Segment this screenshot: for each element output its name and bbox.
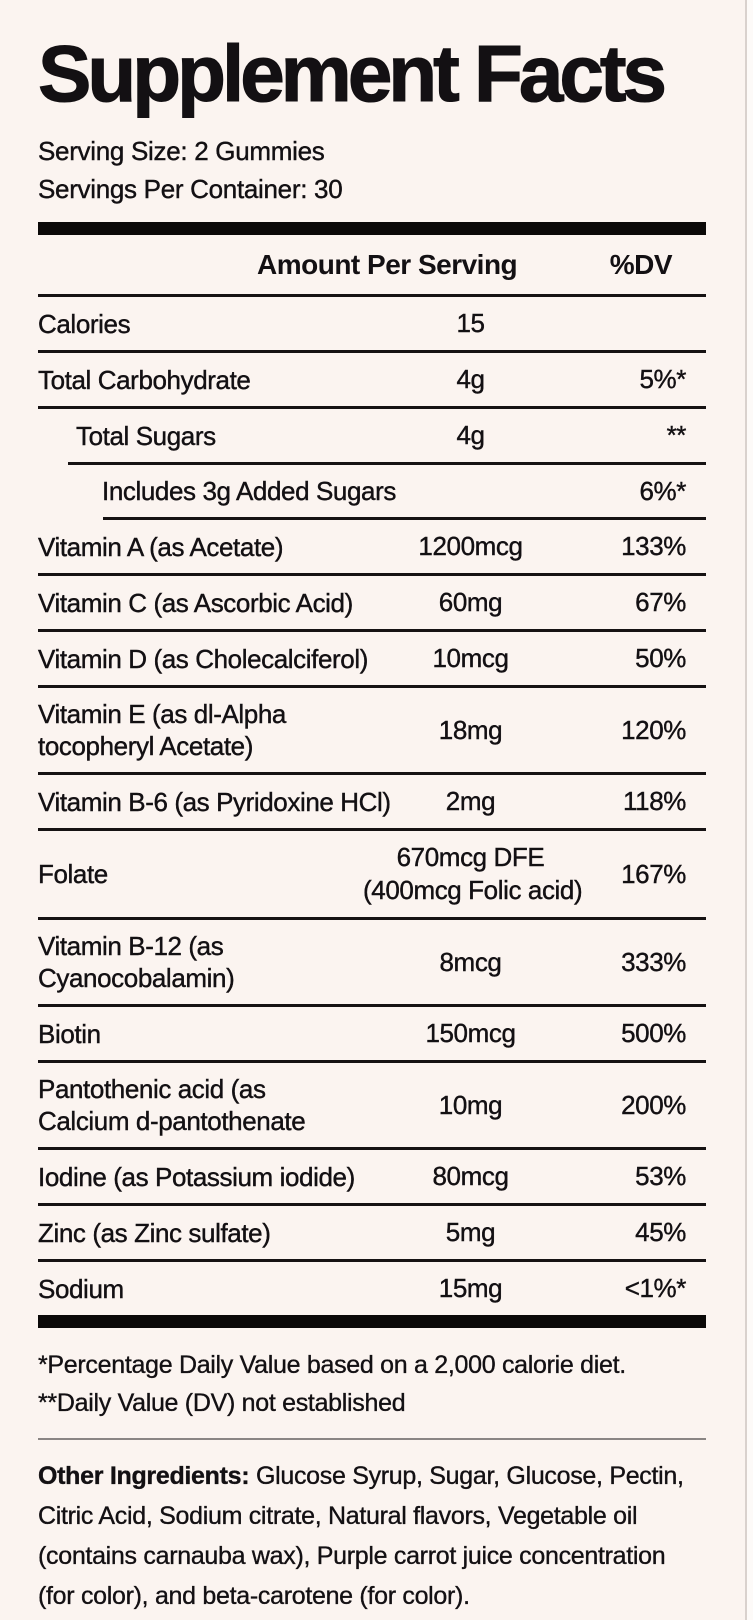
table-row: Folate 670mcg DFE (400mcg Folic acid) 16… (38, 831, 706, 917)
row-separator (38, 629, 706, 632)
dv-header: %DV (609, 248, 673, 280)
label-title: Supplement Facts (37, 28, 667, 118)
row-separator (68, 462, 706, 465)
nutrient-name: Vitamin B-6 (as Pyridoxine HCl) (38, 786, 391, 817)
table-row: Pantothenic acid (as Calcium d-pantothen… (38, 1063, 706, 1147)
table-row: Vitamin D (as Cholecalciferol) 10mcg 50% (38, 632, 706, 685)
table-row: Vitamin B-6 (as Pyridoxine HCl) 2mg 118% (38, 775, 706, 828)
nutrient-amount: 10mcg (432, 643, 509, 673)
nutrient-amount: 4g (456, 420, 485, 450)
nutrient-name: Includes 3g Added Sugars (102, 476, 397, 506)
row-separator (38, 917, 706, 920)
row-separator (103, 517, 706, 520)
nutrient-name: Folate (38, 859, 109, 889)
nutrient-amount: 150mcg (425, 1018, 516, 1048)
nutrient-dv: 500% (621, 1018, 687, 1048)
nutrient-amount: 18mg (438, 714, 503, 745)
row-separator (38, 685, 706, 688)
nutrient-dv: 50% (635, 643, 687, 673)
nutrient-amount: 670mcg DFE (400mcg Folic acid) (363, 842, 583, 905)
row-separator (38, 772, 706, 775)
nutrient-dv: <1%* (624, 1273, 687, 1303)
nutrient-dv: 45% (635, 1217, 687, 1247)
ingredients-divider (38, 1438, 706, 1440)
nutrient-name: Iodine (as Potassium iodide) (38, 1161, 356, 1192)
nutrient-amount: 8mcg (439, 946, 502, 977)
table-row: Total Sugars 4g ** (38, 409, 706, 462)
nutrient-name: Vitamin D (as Cholecalciferol) (38, 643, 369, 674)
nutrient-name: Calories (38, 308, 131, 339)
other-ingredients-label: Other Ingredients: (38, 1462, 250, 1490)
nutrient-name: Pantothenic acid (as Calcium d-pantothen… (38, 1074, 306, 1136)
row-separator (38, 350, 706, 353)
table-row: Vitamin B-12 (as Cyanocobalamin) 8mcg 33… (38, 920, 706, 1004)
row-separator (38, 406, 706, 409)
table-row: Iodine (as Potassium iodide) 80mcg 53% (38, 1150, 706, 1203)
nutrient-dv: 120% (621, 714, 687, 745)
amount-per-serving-header: Amount Per Serving (257, 248, 518, 280)
nutrient-name: Vitamin E (as dl-Alpha tocopheryl Acetat… (38, 699, 287, 761)
table-row: Includes 3g Added Sugars 6%* (38, 465, 706, 517)
serving-info: Serving Size: 2 Gummies Servings Per Con… (38, 132, 706, 208)
table-row: Sodium 15mg <1%* (38, 1262, 706, 1315)
serving-size: Serving Size: 2 Gummies (38, 136, 325, 166)
footnote-dv-not-established: **Daily Value (DV) not established (38, 1389, 406, 1417)
footnote-daily-value: *Percentage Daily Value based on a 2,000… (38, 1351, 627, 1379)
table-row: Zinc (as Zinc sulfate) 5mg 45% (38, 1206, 706, 1259)
nutrient-amount: 2mg (445, 786, 496, 816)
nutrient-name: Zinc (as Zinc sulfate) (38, 1217, 271, 1248)
nutrient-amount: 10mg (438, 1089, 503, 1120)
nutrient-name: Vitamin C (as Ascorbic Acid) (38, 587, 354, 618)
table-row: Calories 15 (38, 297, 706, 350)
nutrient-amount: 80mcg (432, 1161, 509, 1191)
nutrient-dv: 333% (621, 946, 687, 977)
row-separator (38, 1004, 706, 1007)
nutrient-amount: 4g (456, 364, 485, 394)
nutrient-dv: ** (666, 420, 686, 450)
row-separator (38, 828, 706, 831)
nutrient-amount: 15mg (438, 1273, 503, 1303)
nutrient-amount: 60mg (438, 587, 503, 617)
nutrient-amount: 15 (456, 308, 485, 338)
nutrient-dv: 67% (635, 587, 687, 617)
nutrient-name: Vitamin A (as Acetate) (38, 531, 284, 562)
table-header-row: Amount Per Serving %DV (38, 235, 706, 297)
nutrient-dv: 118% (623, 786, 687, 816)
nutrient-dv: 167% (621, 858, 687, 889)
table-row: Vitamin C (as Ascorbic Acid) 60mg 67% (38, 576, 706, 629)
table-row: Vitamin A (as Acetate) 1200mcg 133% (38, 520, 706, 573)
nutrient-name: Sodium (38, 1273, 125, 1304)
row-separator (38, 1259, 706, 1262)
other-ingredients: Other Ingredients: Glucose Syrup, Sugar,… (38, 1456, 706, 1616)
nutrient-dv: 5%* (639, 364, 686, 394)
nutrient-dv: 133% (621, 531, 687, 561)
top-thick-bar (38, 222, 706, 235)
row-separator (38, 1203, 706, 1206)
nutrient-name: Vitamin B-12 (as Cyanocobalamin) (38, 931, 235, 993)
nutrient-name: Total Sugars (76, 420, 217, 451)
nutrient-table: Calories 15 Total Carbohydrate 4g 5%* To… (38, 297, 706, 1315)
row-separator (38, 1060, 706, 1063)
table-row: Biotin 150mcg 500% (38, 1007, 706, 1060)
nutrient-dv: 200% (621, 1089, 687, 1120)
servings-per-container: Servings Per Container: 30 (38, 174, 343, 204)
table-row: Vitamin E (as dl-Alpha tocopheryl Acetat… (38, 688, 706, 772)
nutrient-name: Biotin (38, 1018, 101, 1049)
row-separator (38, 573, 706, 576)
nutrient-dv: 53% (635, 1161, 687, 1191)
nutrient-amount: 1200mcg (418, 531, 523, 561)
footnotes: *Percentage Daily Value based on a 2,000… (38, 1346, 706, 1422)
table-row: Total Carbohydrate 4g 5%* (38, 353, 706, 406)
bottom-thick-bar (38, 1315, 706, 1328)
nutrient-dv: 6%* (639, 475, 686, 506)
other-ingredients-text: Glucose Syrup, Sugar, Glucose, Pectin, C… (38, 1462, 684, 1610)
nutrient-name: Total Carbohydrate (38, 364, 251, 395)
row-separator (38, 1147, 706, 1150)
nutrient-amount: 5mg (445, 1217, 496, 1247)
